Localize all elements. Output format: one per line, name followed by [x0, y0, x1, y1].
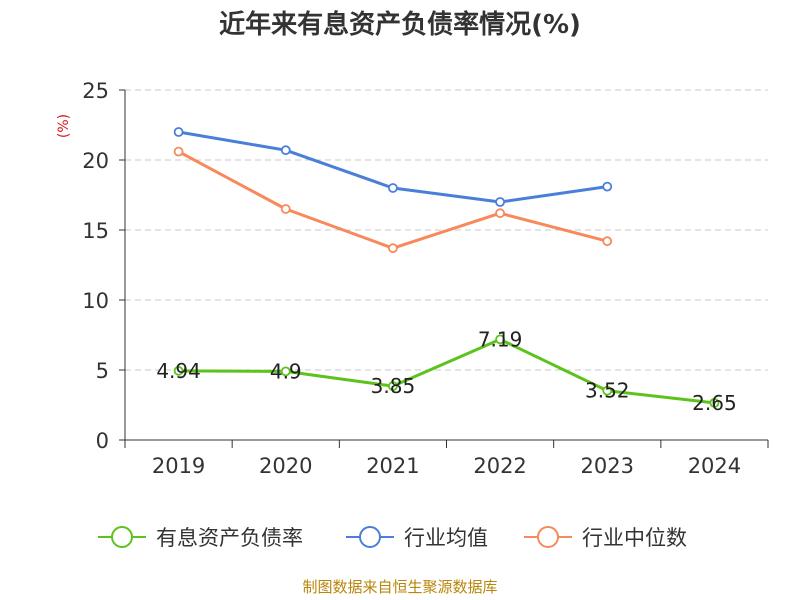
x-tick-label: 2019 — [152, 454, 205, 478]
legend-label[interactable]: 有息资产负债率 — [156, 526, 303, 550]
data-point — [388, 381, 398, 392]
data-label: 3.85 — [371, 374, 416, 398]
data-label: 4.9 — [270, 359, 302, 383]
y-tick-label: 20 — [82, 149, 109, 173]
x-tick-label: 2024 — [688, 454, 741, 478]
data-label: 2.65 — [692, 391, 737, 415]
data-point — [280, 204, 291, 214]
data-point — [173, 365, 184, 376]
y-axis-label: (%) — [56, 114, 72, 138]
data-point — [602, 385, 613, 396]
series-lines — [173, 127, 720, 408]
legend-marker[interactable] — [537, 526, 559, 548]
data-point — [709, 397, 720, 408]
y-tick-label: 25 — [82, 79, 109, 103]
data-point — [173, 127, 184, 137]
data-point — [280, 145, 291, 156]
legend-label[interactable]: 行业均值 — [404, 526, 488, 550]
series-line-2 — [177, 150, 608, 250]
x-tick-label: 2023 — [581, 454, 634, 478]
data-label: 3.52 — [585, 379, 630, 403]
source-note: 制图数据来自恒生聚源数据库 — [302, 578, 497, 596]
data-labels: 4.94 4.9 3.85 7.19 3.52 2.65 — [156, 327, 736, 415]
data-point — [495, 208, 505, 219]
x-tick-label: 2020 — [259, 454, 312, 478]
legend[interactable]: 有息资产负债率 行业均值 行业中位数 — [98, 526, 687, 550]
data-point — [388, 243, 398, 254]
data-point — [388, 183, 398, 193]
data-point — [602, 236, 613, 247]
axes: 0 5 10 15 20 25 2019 2020 2021 2022 2023 2024 — [82, 79, 769, 478]
data-point — [173, 146, 184, 157]
y-tick-label: 5 — [96, 359, 109, 383]
chart-title: 近年来有息资产负债率情况(%) — [219, 9, 581, 40]
data-point — [495, 334, 505, 345]
y-tick-label: 15 — [82, 219, 109, 243]
y-tick-label: 10 — [82, 289, 109, 313]
y-tick-label: 0 — [96, 429, 109, 453]
data-label: 4.94 — [156, 359, 201, 383]
data-point — [495, 197, 505, 207]
series-line-0 — [178, 337, 715, 405]
data-point — [280, 366, 291, 377]
data-point — [602, 181, 613, 192]
x-tick-label: 2022 — [473, 454, 526, 478]
legend-marker[interactable] — [111, 526, 133, 548]
data-label: 7.19 — [478, 327, 523, 351]
x-tick-label: 2021 — [366, 454, 419, 478]
legend-marker[interactable] — [359, 526, 381, 548]
legend-label[interactable]: 行业中位数 — [582, 526, 687, 550]
